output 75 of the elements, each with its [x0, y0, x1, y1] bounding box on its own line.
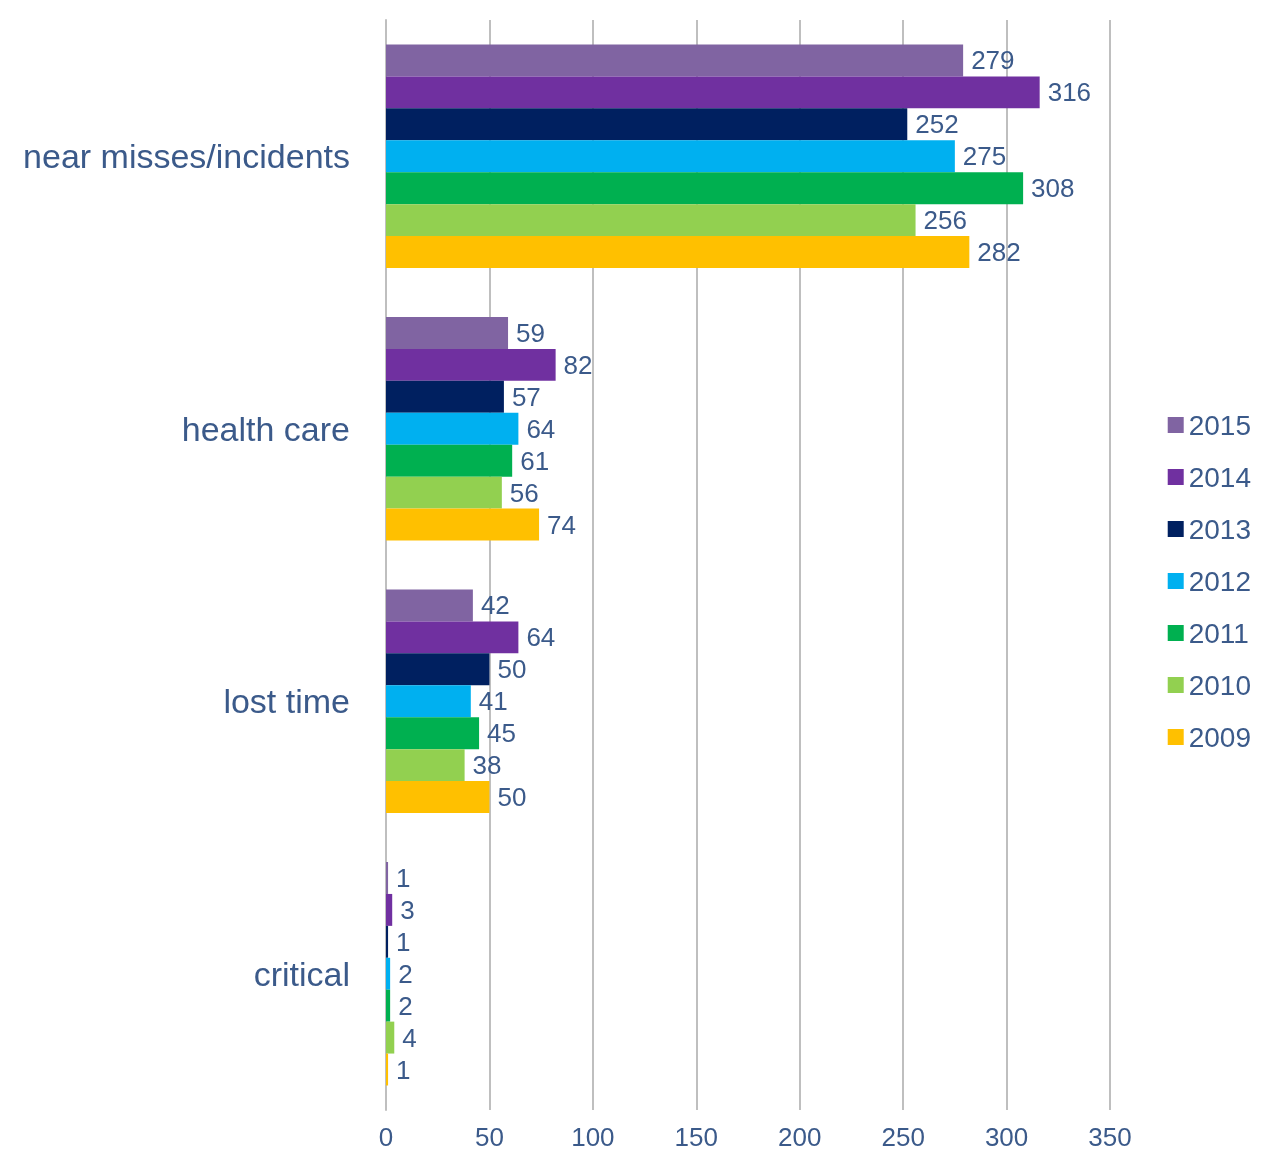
bar [386, 236, 970, 268]
bar [386, 76, 1040, 109]
x-tick-label: 150 [674, 1122, 718, 1152]
bar [386, 508, 540, 541]
y-tick-label: lost time [223, 682, 350, 721]
x-tick-label: 250 [881, 1122, 925, 1152]
legend-label: 2009 [1188, 721, 1252, 753]
data-label: 45 [487, 718, 517, 749]
data-label: 1 [396, 862, 411, 893]
bar [386, 653, 490, 686]
data-label: 61 [520, 445, 550, 476]
x-tick-label: 50 [474, 1122, 504, 1152]
legend-label: 2011 [1188, 617, 1249, 649]
data-label: 2 [398, 958, 413, 989]
bar [386, 108, 908, 141]
data-label: 279 [971, 45, 1015, 76]
bar [386, 957, 391, 990]
bar [386, 44, 964, 77]
data-label: 38 [472, 750, 502, 781]
data-label: 42 [480, 590, 510, 621]
data-label: 57 [511, 381, 541, 412]
bar [386, 862, 389, 894]
x-tick-label: 200 [778, 1122, 822, 1152]
data-label: 252 [915, 109, 959, 140]
data-label: 64 [526, 622, 556, 653]
bar [386, 476, 502, 509]
bar [386, 140, 955, 173]
bar [386, 589, 473, 622]
bar [386, 893, 393, 926]
legend-label: 2010 [1188, 669, 1252, 701]
legend-label: 2012 [1188, 565, 1252, 597]
y-tick-label: health care [181, 409, 350, 448]
data-label: 316 [1047, 77, 1092, 108]
bar [386, 989, 391, 1022]
legend-label: 2015 [1188, 409, 1252, 441]
data-label: 2 [398, 990, 413, 1021]
bar [386, 925, 389, 958]
x-tick-label: 0 [378, 1122, 394, 1152]
data-label: 4 [402, 1022, 417, 1053]
data-label: 1 [396, 926, 411, 957]
data-label: 56 [509, 477, 539, 508]
y-tick-label: near misses/incidents [23, 137, 350, 176]
bar [386, 172, 1024, 205]
bar [386, 621, 519, 654]
bar [386, 348, 556, 381]
data-label: 50 [497, 654, 527, 685]
y-tick-label: critical [253, 954, 350, 993]
data-label: 82 [563, 349, 593, 380]
bar [386, 781, 490, 813]
x-tick-label: 100 [571, 1122, 615, 1152]
data-label: 50 [497, 782, 527, 813]
data-label: 74 [547, 509, 576, 540]
bar [386, 380, 504, 413]
bar [386, 749, 465, 782]
data-label: 64 [526, 413, 556, 444]
bar [386, 412, 519, 445]
data-label: 308 [1031, 173, 1075, 204]
data-label: 256 [923, 205, 967, 236]
data-label: 41 [478, 686, 508, 717]
bar [386, 317, 509, 349]
data-label: 59 [516, 317, 545, 348]
data-label: 1 [396, 1054, 411, 1085]
legend-label: 2013 [1188, 513, 1252, 545]
bar [386, 685, 471, 718]
bar [386, 1053, 389, 1086]
bar [386, 204, 916, 237]
data-label: 3 [400, 894, 415, 925]
bar [386, 444, 513, 477]
bar [386, 1021, 395, 1054]
data-label: 275 [962, 141, 1007, 172]
bar [386, 717, 480, 750]
legend-label: 2014 [1188, 461, 1252, 493]
x-tick-label: 300 [984, 1122, 1029, 1152]
data-label: 282 [977, 237, 1021, 268]
x-tick-label: 350 [1088, 1122, 1132, 1152]
